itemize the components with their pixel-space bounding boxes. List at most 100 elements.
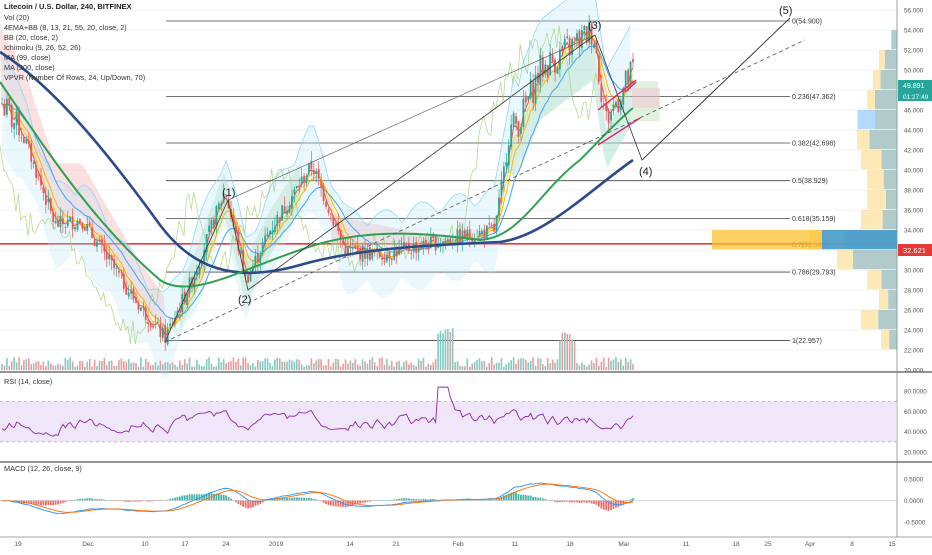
- candle-body: [446, 239, 449, 243]
- volume-bar: [376, 366, 378, 370]
- candle-body: [410, 253, 413, 255]
- volume-bar: [461, 366, 464, 370]
- macd-histogram-bar: [605, 500, 608, 511]
- wedge-upper: [597, 79, 637, 111]
- volume-bar: [203, 366, 206, 370]
- candle-body: [632, 59, 634, 63]
- macd-histogram-bar: [139, 500, 142, 502]
- legend-ma200[interactable]: MA (200, close): [4, 63, 55, 72]
- candle-body: [295, 185, 298, 188]
- volume-bar: [488, 363, 491, 370]
- candle-body: [35, 164, 38, 179]
- candle-body: [303, 175, 306, 183]
- macd-histogram-bar: [239, 500, 242, 506]
- macd-histogram-bar: [617, 500, 620, 507]
- legend-ichimoku[interactable]: Ichimoku (9, 26, 52, 26): [4, 43, 81, 52]
- candle-body: [507, 145, 510, 166]
- macd-histogram-bar: [395, 499, 398, 501]
- elliott-wave-drawings[interactable]: [164, 17, 806, 343]
- candle-body: [622, 88, 625, 105]
- candle-body: [425, 240, 427, 247]
- volume-bar: [176, 366, 179, 370]
- legend-ma99[interactable]: MA (99, close): [4, 53, 51, 62]
- volume-bar: [157, 365, 159, 370]
- macd-histogram-bar: [252, 500, 254, 508]
- macd-histogram-bar: [556, 500, 559, 503]
- candle-body: [259, 254, 262, 264]
- candle-body: [252, 265, 254, 272]
- volume-bar: [286, 361, 288, 370]
- volume-bar: [578, 365, 581, 370]
- volume-bar: [593, 363, 595, 370]
- macd-pane: [0, 482, 897, 514]
- candle-body: [322, 187, 325, 202]
- volume-bar: [244, 357, 247, 370]
- volume-bar: [561, 332, 564, 370]
- volume-bar: [91, 366, 93, 370]
- legend-bb[interactable]: BB (20, close, 2): [4, 33, 58, 42]
- legend-4ema-bb[interactable]: 4EMA+BB (8, 13, 21, 55, 20, close, 2): [4, 23, 127, 32]
- volume-bar: [152, 364, 154, 370]
- time-tick-label: 25: [764, 541, 772, 548]
- candle-body: [256, 253, 259, 263]
- wave-labels: (1) (2) (3) (4) (5): [222, 5, 792, 306]
- candle-body: [493, 223, 496, 232]
- macd-histogram-bar: [278, 498, 281, 501]
- candle-body: [242, 249, 245, 273]
- candle-body: [205, 234, 208, 252]
- volume-bar: [420, 360, 422, 370]
- symbol-title[interactable]: Litecoin / U.S. Dollar, 240, BITFINEX: [4, 2, 132, 11]
- volume-bar: [74, 366, 76, 370]
- volume-bar: [96, 365, 98, 370]
- candle-body: [495, 215, 498, 233]
- legend-vpvr[interactable]: VPVR (Number Of Rows, 24, Up/Down, 70): [4, 73, 145, 82]
- candle-body: [249, 271, 252, 282]
- volume-bar: [544, 365, 547, 370]
- time-tick-label: 18: [732, 541, 740, 548]
- volume-bar: [303, 366, 305, 370]
- volume-bar: [515, 363, 517, 370]
- candle-body: [8, 97, 11, 106]
- volume-bar: [137, 366, 140, 370]
- candle-body: [276, 215, 279, 226]
- volume-bar: [242, 357, 244, 370]
- volume-bar: [386, 359, 388, 370]
- candle-body: [437, 245, 439, 248]
- time-tick-label: Apr: [805, 541, 816, 548]
- volume-bar: [330, 366, 332, 370]
- volume-bar: [391, 360, 393, 370]
- candle-body: [361, 245, 364, 262]
- macd-histogram-bar: [539, 497, 542, 501]
- macd-histogram-bar: [590, 500, 593, 504]
- macd-histogram-bar: [344, 500, 347, 508]
- candle-body: [217, 203, 220, 210]
- legend-vol[interactable]: Vol (20): [4, 13, 29, 22]
- candle-body: [422, 240, 425, 247]
- candle-body: [515, 116, 517, 124]
- rsi-title[interactable]: RSI (14, close): [4, 377, 52, 386]
- volume-bar: [451, 328, 454, 370]
- volume-bar: [500, 358, 503, 370]
- time-tick-label: 15: [888, 541, 896, 548]
- macd-histogram-bar: [427, 499, 430, 501]
- macd-histogram-bar: [242, 500, 245, 507]
- volume-bar: [434, 359, 437, 370]
- candle-body: [510, 124, 513, 148]
- volume-bar: [113, 365, 115, 370]
- macd-title[interactable]: MACD (12, 26, close, 9): [4, 464, 82, 473]
- macd-histogram-bar: [515, 492, 517, 501]
- candle-body: [5, 98, 8, 115]
- volume-bar: [490, 357, 493, 370]
- candle-body: [291, 196, 293, 209]
- volume-bar: [512, 357, 515, 370]
- wave-label-5: (5): [779, 5, 792, 17]
- volume-bar: [45, 366, 47, 370]
- macd-histogram-bar: [305, 498, 308, 501]
- macd-histogram-bar: [137, 500, 140, 502]
- ema-line: [1, 31, 634, 334]
- volume-bar: [344, 359, 347, 370]
- time-tick-label: 2019: [269, 541, 284, 548]
- candle-body: [529, 79, 532, 99]
